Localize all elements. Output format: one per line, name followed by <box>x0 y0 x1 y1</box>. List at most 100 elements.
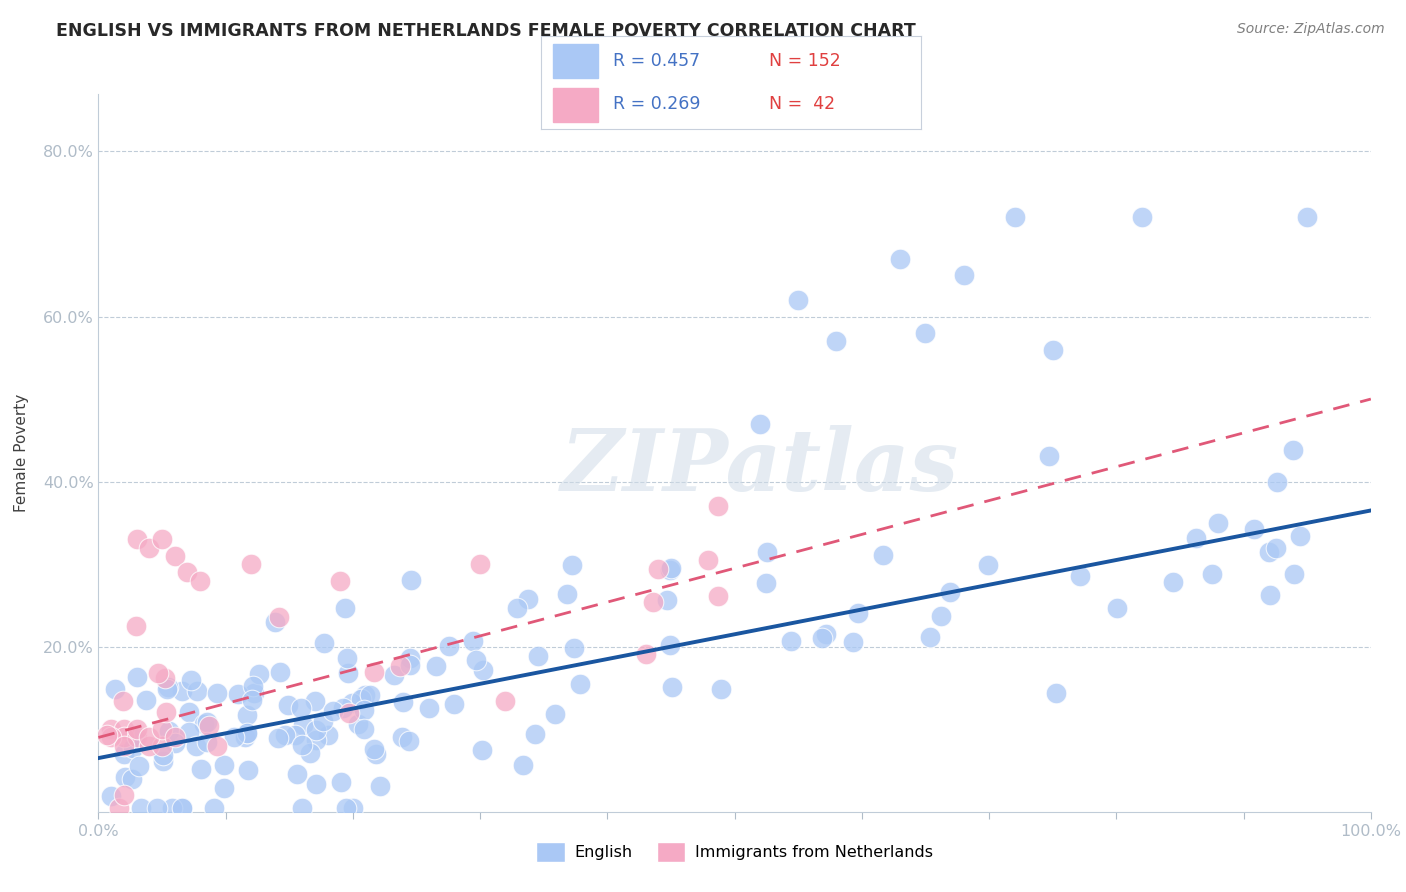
Point <box>1045 686 1067 700</box>
Point <box>512 758 534 772</box>
Point <box>214 781 236 796</box>
Point <box>274 728 297 742</box>
Point <box>125 722 148 736</box>
Point <box>240 557 263 571</box>
Point <box>316 728 339 742</box>
Point <box>914 326 936 340</box>
Point <box>312 636 335 650</box>
Point <box>398 734 420 748</box>
Point <box>163 736 186 750</box>
Point <box>214 757 236 772</box>
Point <box>506 600 529 615</box>
Point <box>233 731 256 745</box>
Point <box>150 739 173 753</box>
Point <box>195 735 218 749</box>
Point <box>236 763 259 777</box>
Point <box>655 592 678 607</box>
Point <box>176 566 198 580</box>
Point <box>112 722 135 736</box>
Point <box>1130 211 1153 225</box>
Point <box>939 585 962 599</box>
Point <box>342 800 364 814</box>
Point <box>156 681 179 696</box>
Point <box>929 609 952 624</box>
Point <box>160 800 183 814</box>
Point <box>842 635 865 649</box>
Point <box>1185 531 1208 545</box>
Point <box>177 705 200 719</box>
Point <box>150 722 173 736</box>
Point <box>494 694 516 708</box>
Point <box>112 739 135 753</box>
Point <box>810 631 832 645</box>
Point <box>353 703 375 717</box>
Text: Source: ZipAtlas.com: Source: ZipAtlas.com <box>1237 22 1385 37</box>
Point <box>1258 588 1281 602</box>
Point <box>267 731 290 745</box>
FancyBboxPatch shape <box>553 88 599 122</box>
Point <box>779 633 801 648</box>
Point <box>264 615 287 630</box>
Point <box>135 693 157 707</box>
Point <box>706 499 728 513</box>
Y-axis label: Female Poverty: Female Poverty <box>14 393 28 512</box>
Point <box>1243 522 1265 536</box>
Point <box>128 758 150 772</box>
Point <box>517 592 540 607</box>
Point <box>463 634 485 648</box>
Point <box>755 576 778 591</box>
Point <box>544 706 567 721</box>
Point <box>749 417 772 431</box>
Point <box>150 533 173 547</box>
Point <box>647 562 669 576</box>
Point <box>138 731 160 745</box>
Point <box>172 683 194 698</box>
Point <box>636 647 658 661</box>
Text: R = 0.269: R = 0.269 <box>613 95 702 113</box>
Point <box>1069 569 1091 583</box>
Point <box>443 698 465 712</box>
Point <box>1038 449 1060 463</box>
Point <box>125 533 148 547</box>
Point <box>399 658 422 673</box>
Point <box>755 544 778 558</box>
Point <box>977 558 1000 572</box>
Point <box>363 742 385 756</box>
Point <box>193 717 215 731</box>
Point <box>269 610 291 624</box>
Point <box>382 668 405 682</box>
Point <box>112 747 135 761</box>
Point <box>104 681 127 696</box>
Point <box>470 557 492 571</box>
Point <box>198 719 221 733</box>
Point <box>332 701 354 715</box>
Point <box>124 731 146 746</box>
Point <box>1105 601 1128 615</box>
Point <box>889 252 911 266</box>
Point <box>226 687 249 701</box>
Point <box>697 553 720 567</box>
Point <box>359 688 381 702</box>
Point <box>100 789 122 803</box>
Legend: English, Immigrants from Netherlands: English, Immigrants from Netherlands <box>530 836 939 868</box>
Point <box>641 595 664 609</box>
Point <box>825 334 848 349</box>
Point <box>269 665 291 679</box>
Text: R = 0.457: R = 0.457 <box>613 52 700 70</box>
Point <box>277 698 299 712</box>
Point <box>363 665 385 679</box>
Point <box>305 776 328 790</box>
Point <box>180 673 202 688</box>
Point <box>658 563 681 577</box>
Point <box>163 549 186 563</box>
Point <box>155 672 177 686</box>
Point <box>872 548 894 562</box>
Point <box>1265 541 1288 555</box>
Point <box>561 558 583 572</box>
Point <box>122 741 145 756</box>
Point <box>335 800 357 814</box>
Point <box>1206 516 1229 530</box>
Point <box>918 630 941 644</box>
Point <box>354 688 377 702</box>
Point <box>129 800 152 814</box>
